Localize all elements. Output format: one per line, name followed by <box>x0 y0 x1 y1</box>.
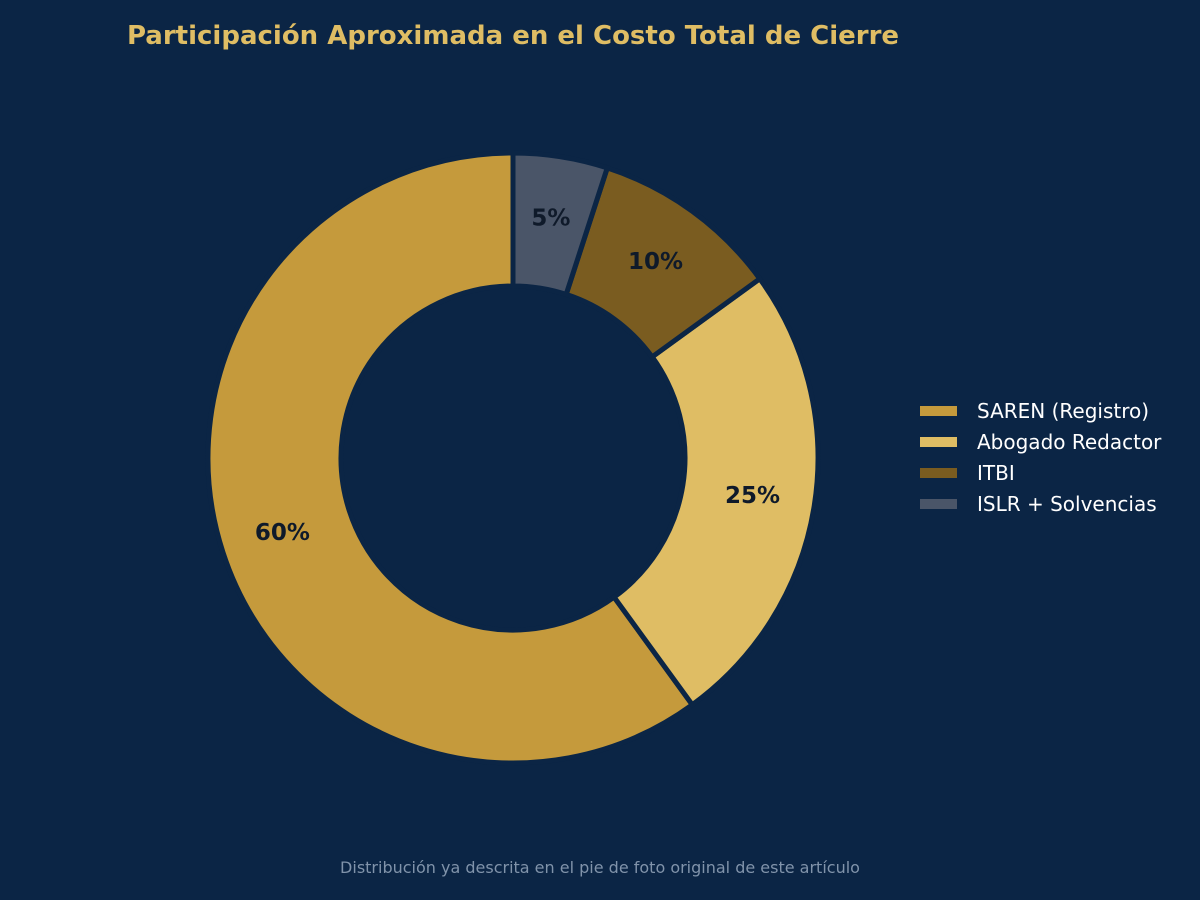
legend-label: ISLR + Solvencias <box>977 492 1157 516</box>
slice-label-abogado-redactor: 25% <box>725 483 780 509</box>
legend-swatch <box>920 437 957 447</box>
chart-legend[interactable]: SAREN (Registro) Abogado Redactor ITBI ISLR… <box>920 399 1162 516</box>
legend-label: SAREN (Registro) <box>977 399 1149 423</box>
slice-saren-registro[interactable] <box>205 150 696 766</box>
slice-label-islr-solvencias: 5% <box>531 205 570 231</box>
donut-slices <box>205 150 821 766</box>
chart-title: Participación Aproximada en el Costo Tot… <box>127 21 899 51</box>
legend-item-islr-solvencias[interactable]: ISLR + Solvencias <box>920 492 1157 516</box>
slice-islr-solvencias[interactable] <box>510 150 611 298</box>
legend-label: ITBI <box>977 461 1015 485</box>
legend-swatch <box>920 499 957 509</box>
slice-abogado-redactor[interactable] <box>610 275 821 709</box>
slice-labels: 60% 25% 10% 5% <box>255 205 780 545</box>
legend-label: Abogado Redactor <box>977 430 1162 454</box>
legend-item-abogado-redactor[interactable]: Abogado Redactor <box>920 430 1162 454</box>
slice-label-itbi: 10% <box>628 249 683 275</box>
slice-label-saren-registro: 60% <box>255 520 310 546</box>
legend-item-itbi[interactable]: ITBI <box>920 461 1015 485</box>
legend-item-saren-registro[interactable]: SAREN (Registro) <box>920 399 1149 423</box>
legend-swatch <box>920 468 957 478</box>
chart-footnote: Distribución ya descrita en el pie de fo… <box>340 858 860 877</box>
legend-swatch <box>920 406 957 416</box>
